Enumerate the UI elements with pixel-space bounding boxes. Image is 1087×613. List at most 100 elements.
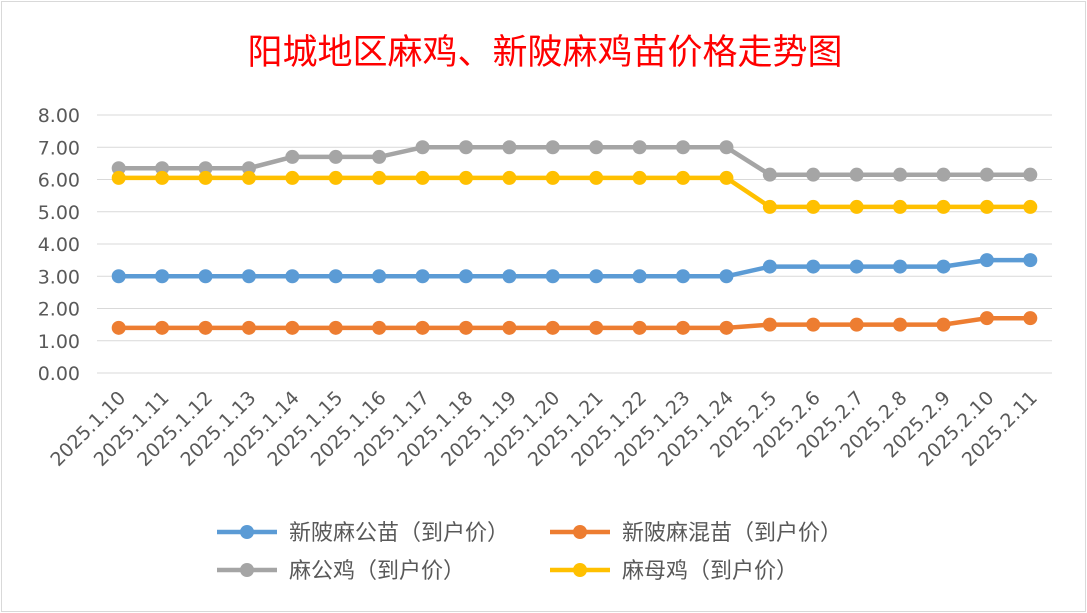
data-point bbox=[806, 167, 821, 182]
data-point bbox=[155, 170, 170, 185]
data-point bbox=[415, 170, 430, 185]
data-point bbox=[198, 161, 213, 176]
legend-swatch-marker bbox=[240, 563, 254, 577]
data-point bbox=[936, 167, 951, 182]
y-axis-tick-labels: 0.00 1.00 2.00 3.00 4.00 5.00 6.00 7.00 8.00 bbox=[38, 105, 80, 385]
legend-label: 麻公鸡（到户价） bbox=[289, 559, 465, 584]
y-tick-label: 1.00 bbox=[38, 331, 80, 353]
chart-title: 阳城地区麻鸡、新陂麻鸡苗价格走势图 bbox=[247, 33, 842, 73]
legend-item: 新陂麻混苗（到户价） bbox=[550, 521, 842, 546]
data-point bbox=[458, 140, 473, 155]
data-point bbox=[198, 170, 213, 185]
series-line bbox=[116, 257, 1033, 279]
legend-item: 麻母鸡（到户价） bbox=[550, 559, 798, 584]
data-point bbox=[589, 269, 604, 284]
data-point bbox=[545, 140, 560, 155]
data-point bbox=[502, 170, 517, 185]
data-point bbox=[632, 269, 647, 284]
data-point bbox=[676, 170, 691, 185]
data-point bbox=[155, 161, 170, 176]
data-point bbox=[893, 167, 908, 182]
data-point bbox=[806, 317, 821, 332]
data-point bbox=[458, 269, 473, 284]
data-point bbox=[241, 161, 256, 176]
data-point bbox=[372, 269, 387, 284]
data-point bbox=[893, 199, 908, 214]
series-3 bbox=[111, 140, 1038, 182]
data-point bbox=[719, 269, 734, 284]
data-point bbox=[328, 170, 343, 185]
y-tick-label: 4.00 bbox=[38, 234, 80, 256]
legend: 新陂麻公苗（到户价） 新陂麻混苗（到户价） 麻公鸡（到户价） 麻母鸡（到户价） bbox=[217, 521, 842, 584]
data-point bbox=[719, 140, 734, 155]
data-point bbox=[285, 320, 300, 335]
data-point bbox=[1023, 311, 1038, 326]
data-point bbox=[111, 161, 126, 176]
data-point bbox=[719, 320, 734, 335]
data-point bbox=[241, 170, 256, 185]
data-point bbox=[936, 259, 951, 274]
data-point bbox=[632, 170, 647, 185]
data-point bbox=[1023, 167, 1038, 182]
y-tick-label: 6.00 bbox=[38, 170, 80, 192]
data-point bbox=[762, 199, 777, 214]
data-point bbox=[328, 320, 343, 335]
data-point bbox=[111, 269, 126, 284]
data-point bbox=[849, 259, 864, 274]
data-point bbox=[415, 140, 430, 155]
data-point bbox=[198, 269, 213, 284]
data-point bbox=[372, 320, 387, 335]
gridlines bbox=[97, 114, 1052, 374]
data-point bbox=[111, 170, 126, 185]
data-point bbox=[328, 269, 343, 284]
data-point bbox=[936, 199, 951, 214]
data-point bbox=[285, 170, 300, 185]
data-point bbox=[849, 317, 864, 332]
data-point bbox=[979, 199, 994, 214]
data-point bbox=[155, 320, 170, 335]
series-line bbox=[116, 175, 1033, 210]
data-point bbox=[502, 269, 517, 284]
data-point bbox=[676, 269, 691, 284]
y-tick-label: 8.00 bbox=[38, 105, 80, 127]
data-point bbox=[372, 170, 387, 185]
data-point bbox=[241, 269, 256, 284]
data-point bbox=[979, 167, 994, 182]
data-point bbox=[936, 317, 951, 332]
data-point bbox=[415, 269, 430, 284]
data-point bbox=[676, 320, 691, 335]
data-point bbox=[545, 269, 560, 284]
data-point bbox=[979, 311, 994, 326]
data-point bbox=[979, 253, 994, 268]
data-point bbox=[893, 317, 908, 332]
legend-label: 新陂麻公苗（到户价） bbox=[289, 521, 509, 546]
data-point bbox=[285, 149, 300, 164]
data-point bbox=[849, 167, 864, 182]
data-point bbox=[849, 199, 864, 214]
data-point bbox=[285, 269, 300, 284]
data-point bbox=[632, 320, 647, 335]
data-point bbox=[502, 320, 517, 335]
data-point bbox=[762, 317, 777, 332]
y-tick-label: 7.00 bbox=[38, 137, 80, 159]
legend-item: 新陂麻公苗（到户价） bbox=[217, 521, 509, 546]
legend-label: 新陂麻混苗（到户价） bbox=[622, 521, 842, 546]
y-tick-label: 2.00 bbox=[38, 299, 80, 321]
data-point bbox=[458, 170, 473, 185]
data-point bbox=[241, 320, 256, 335]
legend-label: 麻母鸡（到户价） bbox=[622, 559, 798, 584]
data-point bbox=[762, 167, 777, 182]
data-point bbox=[893, 259, 908, 274]
legend-item: 麻公鸡（到户价） bbox=[217, 559, 465, 584]
data-point bbox=[589, 140, 604, 155]
data-point bbox=[762, 259, 777, 274]
data-point bbox=[1023, 199, 1038, 214]
data-point bbox=[632, 140, 647, 155]
x-axis-tick-labels: 2025.1.102025.1.112025.1.122025.1.132025… bbox=[46, 387, 1042, 471]
y-tick-label: 0.00 bbox=[38, 363, 80, 385]
legend-swatch-marker bbox=[240, 525, 254, 539]
data-point bbox=[719, 170, 734, 185]
data-point bbox=[1023, 253, 1038, 268]
data-point bbox=[458, 320, 473, 335]
series-2 bbox=[111, 311, 1038, 335]
